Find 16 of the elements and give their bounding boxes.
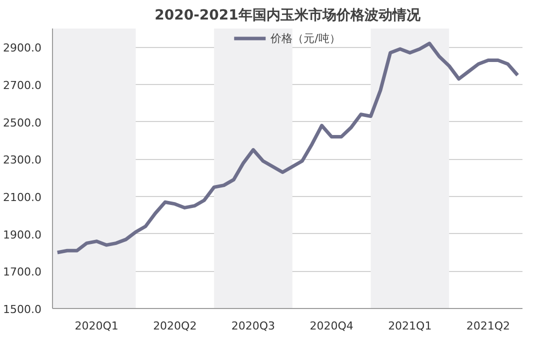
y-tick-label: 1500.0 <box>3 303 42 316</box>
legend-label: 价格（元/吨） <box>270 30 340 46</box>
x-tick-label: 2021Q2 <box>466 320 510 332</box>
chart-title: 2020-2021年国内玉米市场价格波动情况 <box>154 6 422 24</box>
y-tick-label: 1700.0 <box>3 266 42 279</box>
y-tick-label: 2900.0 <box>3 42 42 55</box>
y-tick-label: 2100.0 <box>3 191 42 204</box>
y-tick-label: 2700.0 <box>3 79 42 92</box>
x-tick-label: 2020Q4 <box>310 320 354 332</box>
y-tick-label: 1900.0 <box>3 228 42 242</box>
x-tick-label: 2020Q3 <box>231 320 276 332</box>
x-tick-label: 2020Q1 <box>74 320 118 332</box>
y-tick-label: 2500.0 <box>3 116 42 130</box>
y-tick-label: 2300.0 <box>3 154 42 167</box>
x-tick-label: 2020Q2 <box>153 320 197 332</box>
x-tick-label: 2021Q1 <box>388 320 432 332</box>
